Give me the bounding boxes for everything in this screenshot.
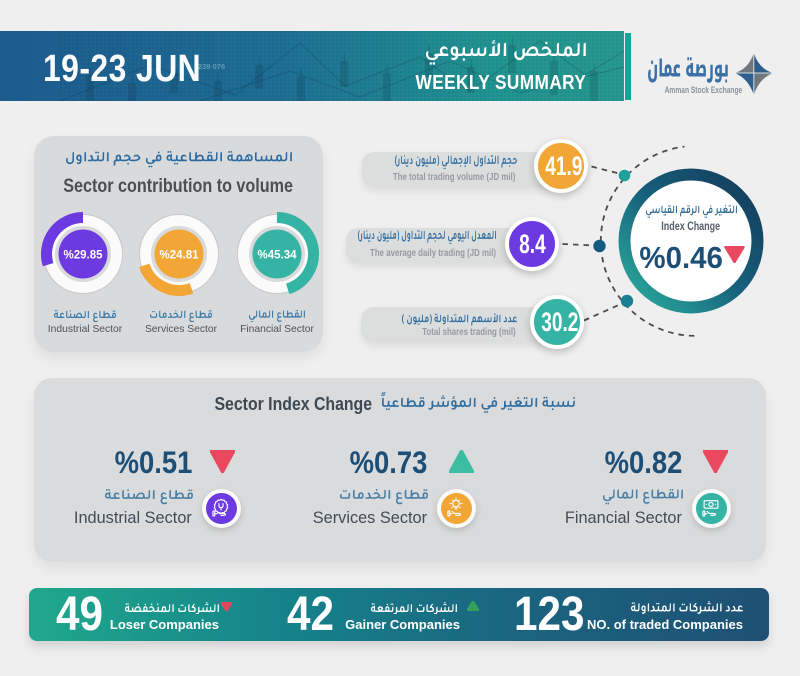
svg-text:239 076: 239 076 (198, 62, 225, 71)
svg-text:%45.34: %45.34 (257, 249, 297, 261)
svg-text:%24.81: %24.81 (159, 249, 199, 261)
svg-text:%29.85: %29.85 (63, 249, 103, 261)
